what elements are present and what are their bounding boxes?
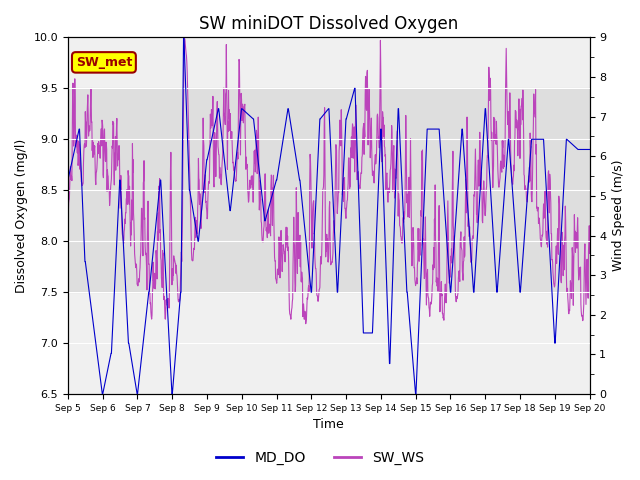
Y-axis label: Dissolved Oxygen (mg/l): Dissolved Oxygen (mg/l) (15, 139, 28, 293)
X-axis label: Time: Time (314, 419, 344, 432)
Title: SW miniDOT Dissolved Oxygen: SW miniDOT Dissolved Oxygen (199, 15, 458, 33)
Legend: MD_DO, SW_WS: MD_DO, SW_WS (210, 445, 430, 471)
Y-axis label: Wind Speed (m/s): Wind Speed (m/s) (612, 160, 625, 272)
Text: SW_met: SW_met (76, 56, 132, 69)
Bar (68, 88, 589, 292)
